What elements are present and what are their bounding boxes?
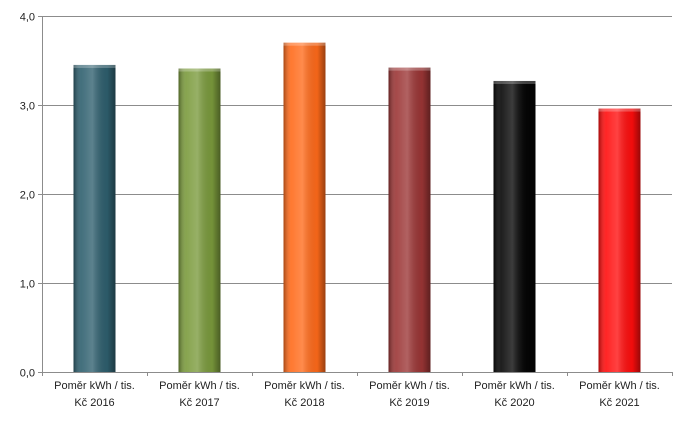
bar-shading [178, 68, 221, 372]
category-label: Kč 2021 [599, 397, 639, 409]
bar-shading [493, 80, 536, 372]
bar-cap [493, 80, 536, 84]
category-label: Kč 2019 [389, 397, 429, 409]
bar-cap [73, 64, 116, 68]
category-label: Kč 2020 [494, 397, 534, 409]
bar [283, 42, 326, 372]
bar-cap [388, 67, 431, 71]
category-label: Poměr kWh / tis. [54, 380, 135, 392]
category-label: Kč 2016 [74, 397, 114, 409]
bar [178, 68, 221, 372]
category-label: Poměr kWh / tis. [579, 380, 660, 392]
bar-cap [283, 42, 326, 46]
category-label: Poměr kWh / tis. [264, 380, 345, 392]
bar-cap [598, 108, 641, 112]
y-tick-label: 4,0 [20, 12, 35, 24]
bar [388, 67, 431, 373]
bar-shading [73, 64, 116, 372]
category-label: Poměr kWh / tis. [369, 380, 450, 392]
y-tick-label: 0,0 [20, 368, 35, 380]
bar-shading [283, 42, 326, 372]
bar [493, 80, 536, 372]
bar [73, 64, 116, 372]
category-label: Poměr kWh / tis. [474, 380, 555, 392]
bar [598, 108, 641, 372]
bar-cap [178, 68, 221, 72]
category-label: Poměr kWh / tis. [159, 380, 240, 392]
y-tick-label: 1,0 [20, 279, 35, 291]
y-tick-label: 3,0 [20, 101, 35, 113]
bar-shading [598, 108, 641, 372]
bar-shading [388, 67, 431, 373]
y-tick-label: 2,0 [20, 190, 35, 202]
category-label: Kč 2018 [284, 397, 324, 409]
category-label: Kč 2017 [179, 397, 219, 409]
